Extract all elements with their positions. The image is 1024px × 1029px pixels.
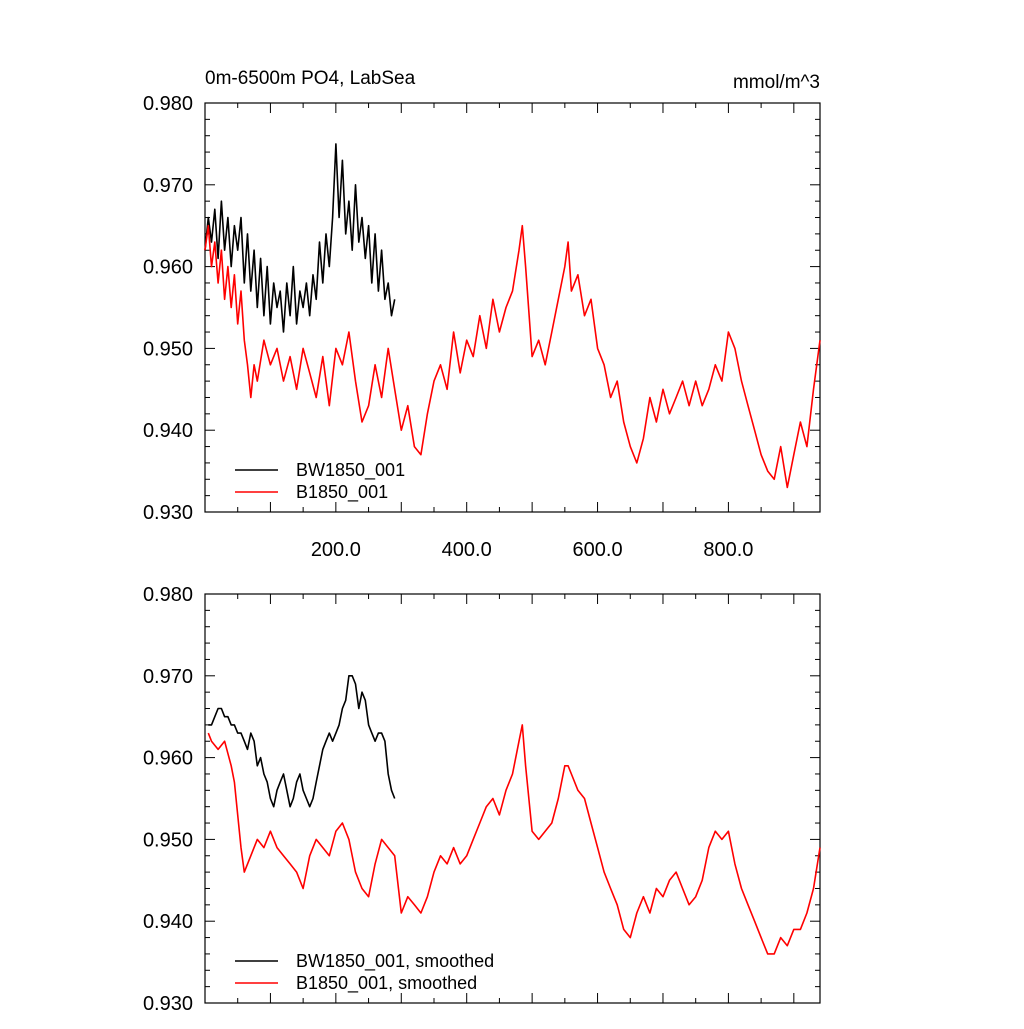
y-tick-label: 0.980 <box>143 584 193 606</box>
plot-frame <box>204 102 821 513</box>
bottom-panel: 0.930 0.940 0.950 0.960 0.970 0.980 BW1850_00… <box>143 584 821 1015</box>
y-tick-label: 0.930 <box>143 502 193 524</box>
plot-frame <box>204 593 821 1004</box>
top-legend: BW1850_001 B1850_001 <box>235 460 405 503</box>
series-line-bw1850-001-smoothed <box>208 675 396 808</box>
y-tick-label: 0.940 <box>143 420 193 442</box>
series-line-b1850-001 <box>204 224 821 489</box>
x-tick-label: 600.0 <box>573 539 623 561</box>
y-tick-label: 0.930 <box>143 993 193 1015</box>
chart-title: 0m-6500m PO4, LabSea <box>205 68 416 89</box>
bottom-plot-area: 0.930 0.940 0.950 0.960 0.970 0.980 <box>143 584 821 1015</box>
y-tick-label: 0.970 <box>143 175 193 197</box>
y-tick-label: 0.950 <box>143 829 193 851</box>
top-plot-area: 0.930 0.940 0.950 0.960 0.970 0.980 200.0 400.0… <box>143 93 821 561</box>
units-label: mmol/m^3 <box>733 72 820 93</box>
y-tick-label: 0.980 <box>143 93 193 115</box>
legend-label-bw1850: BW1850_001 <box>296 460 405 481</box>
series-line-b1850-001-smoothed <box>207 724 821 955</box>
bottom-legend: BW1850_001, smoothed B1850_001, smoothed <box>235 951 494 994</box>
legend-label-b1850: B1850_001 <box>296 482 388 503</box>
y-tick-label: 0.960 <box>143 257 193 279</box>
x-tick-label: 200.0 <box>311 539 361 561</box>
y-tick-label: 0.950 <box>143 338 193 360</box>
y-tick-label: 0.960 <box>143 748 193 770</box>
y-tick-label: 0.940 <box>143 911 193 933</box>
x-tick-label: 400.0 <box>442 539 492 561</box>
legend-label-b1850-smoothed: B1850_001, smoothed <box>296 973 477 994</box>
y-tick-label: 0.970 <box>143 666 193 688</box>
x-tick-label: 800.0 <box>703 539 753 561</box>
top-panel: 0m-6500m PO4, LabSea mmol/m^3 0.930 0.940… <box>143 68 821 561</box>
legend-label-bw1850-smoothed: BW1850_001, smoothed <box>296 951 494 972</box>
series-line-bw1850-001 <box>204 143 396 333</box>
